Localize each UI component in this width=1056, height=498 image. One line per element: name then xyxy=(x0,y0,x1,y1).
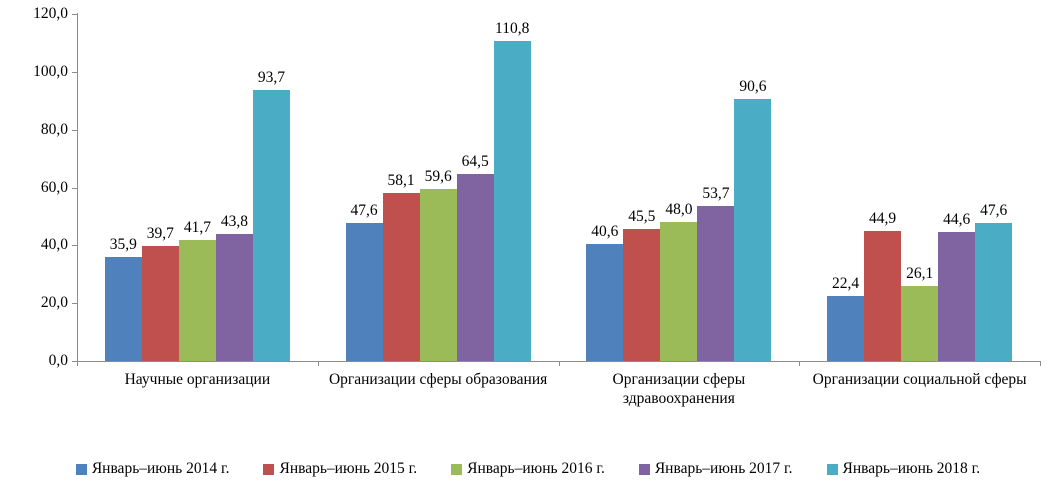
y-axis-tick xyxy=(72,361,77,362)
y-axis-tick-label: 100,0 xyxy=(33,62,68,80)
bar xyxy=(586,243,624,361)
y-axis-tick-label: 120,0 xyxy=(33,5,68,22)
category-label: Научные организации xyxy=(65,370,329,389)
bar-value-label: 26,1 xyxy=(906,264,934,282)
legend-item: Январь–июнь 2017 г. xyxy=(638,460,793,478)
x-axis-tick xyxy=(799,361,801,366)
bar-value-label: 44,6 xyxy=(943,211,971,229)
bar xyxy=(345,223,383,361)
legend-label: Январь–июнь 2017 г. xyxy=(654,460,793,477)
bar xyxy=(901,285,939,361)
category-label-line: Организации социальной сферы xyxy=(812,371,1027,388)
y-axis-tick-label: 40,0 xyxy=(40,236,68,254)
bar-value-label: 35,9 xyxy=(109,236,137,254)
y-axis-tick xyxy=(72,14,77,15)
bar xyxy=(734,99,772,361)
bar xyxy=(493,40,531,361)
y-axis-tick xyxy=(72,245,77,247)
x-axis-tick xyxy=(317,361,319,366)
legend-label: Январь–июнь 2014 г. xyxy=(91,460,230,477)
y-axis-tick-label: 20,0 xyxy=(40,294,68,312)
legend-swatch xyxy=(263,463,275,475)
bar-value-label: 47,6 xyxy=(980,202,1008,220)
bar-value-label: 64,5 xyxy=(461,153,489,171)
bar-value-label: 40,6 xyxy=(591,222,619,240)
bar-value-label: 41,7 xyxy=(183,219,211,237)
bar xyxy=(382,192,420,361)
category-label-line: Научные организации xyxy=(124,371,271,388)
legend-label: Январь–июнь 2016 г. xyxy=(467,460,605,477)
bar-value-label: 43,8 xyxy=(220,213,248,231)
bar xyxy=(141,246,179,361)
y-axis-tick xyxy=(72,129,77,131)
bar-value-label: 53,7 xyxy=(702,184,730,202)
bar-value-label: 45,5 xyxy=(628,208,656,226)
y-axis-tick-label: 0,0 xyxy=(48,352,68,369)
x-axis-tick xyxy=(77,361,78,366)
bar-value-label: 48,0 xyxy=(665,201,693,219)
bar-value-label: 22,4 xyxy=(831,275,860,293)
legend-item: Январь–июнь 2014 г. xyxy=(75,460,230,478)
bar xyxy=(623,229,661,361)
y-axis-tick-label: 60,0 xyxy=(40,178,68,196)
y-axis-tick xyxy=(72,303,77,305)
y-axis-tick xyxy=(72,71,77,73)
y-axis-tick-label: 80,0 xyxy=(40,120,68,138)
bar xyxy=(938,232,976,361)
bar xyxy=(215,234,253,361)
legend-swatch xyxy=(638,463,650,475)
legend-label: Январь–июнь 2015 г. xyxy=(279,460,418,477)
legend-item: Январь–июнь 2016 г. xyxy=(451,460,605,478)
legend-label: Январь–июнь 2018 г. xyxy=(842,460,981,477)
legend-item: Январь–июнь 2018 г. xyxy=(826,460,981,478)
legend-swatch xyxy=(451,463,463,475)
y-axis-line xyxy=(77,13,78,361)
bar-value-label: 47,6 xyxy=(350,202,378,220)
bar-value-label: 93,7 xyxy=(257,69,285,87)
bar xyxy=(456,174,494,361)
bar xyxy=(827,296,865,361)
legend-item: Январь–июнь 2015 г. xyxy=(263,460,417,478)
bar xyxy=(864,231,902,361)
category-label: Организации социальной сферы xyxy=(788,370,1052,389)
category-label-line: здравоохранения xyxy=(622,390,735,407)
bar xyxy=(697,205,735,361)
legend-swatch xyxy=(75,463,87,475)
bar xyxy=(975,223,1013,361)
legend: Январь–июнь 2014 г. Январь–июнь 2015 г. Ян… xyxy=(0,460,1056,478)
bar-value-label: 44,9 xyxy=(869,210,897,228)
bar-value-label: 110,8 xyxy=(495,19,530,37)
category-label: Организации сферы образования xyxy=(306,370,570,389)
bar xyxy=(178,240,216,361)
bar-value-label: 59,6 xyxy=(424,167,452,185)
y-axis-tick xyxy=(72,187,77,189)
category-label: Организации сферы здравоохранения xyxy=(547,370,811,408)
category-label-line: Организации сферы xyxy=(612,371,746,388)
bar xyxy=(660,222,698,361)
bar xyxy=(252,90,290,361)
bar-value-label: 39,7 xyxy=(146,225,174,243)
legend-swatch xyxy=(826,463,838,475)
category-label-line: Организации сферы образования xyxy=(328,371,548,388)
x-axis-tick xyxy=(1040,361,1041,366)
x-axis-tick xyxy=(558,361,560,366)
bar xyxy=(104,257,142,361)
bar-value-label: 90,6 xyxy=(739,78,767,95)
bar xyxy=(419,188,457,361)
bar-value-label: 58,1 xyxy=(387,171,415,189)
plot-area: 0,0 20,0 40,0 60,0 80,0 100,0 120,0 35,9 47,6 40,… xyxy=(33,5,1052,408)
